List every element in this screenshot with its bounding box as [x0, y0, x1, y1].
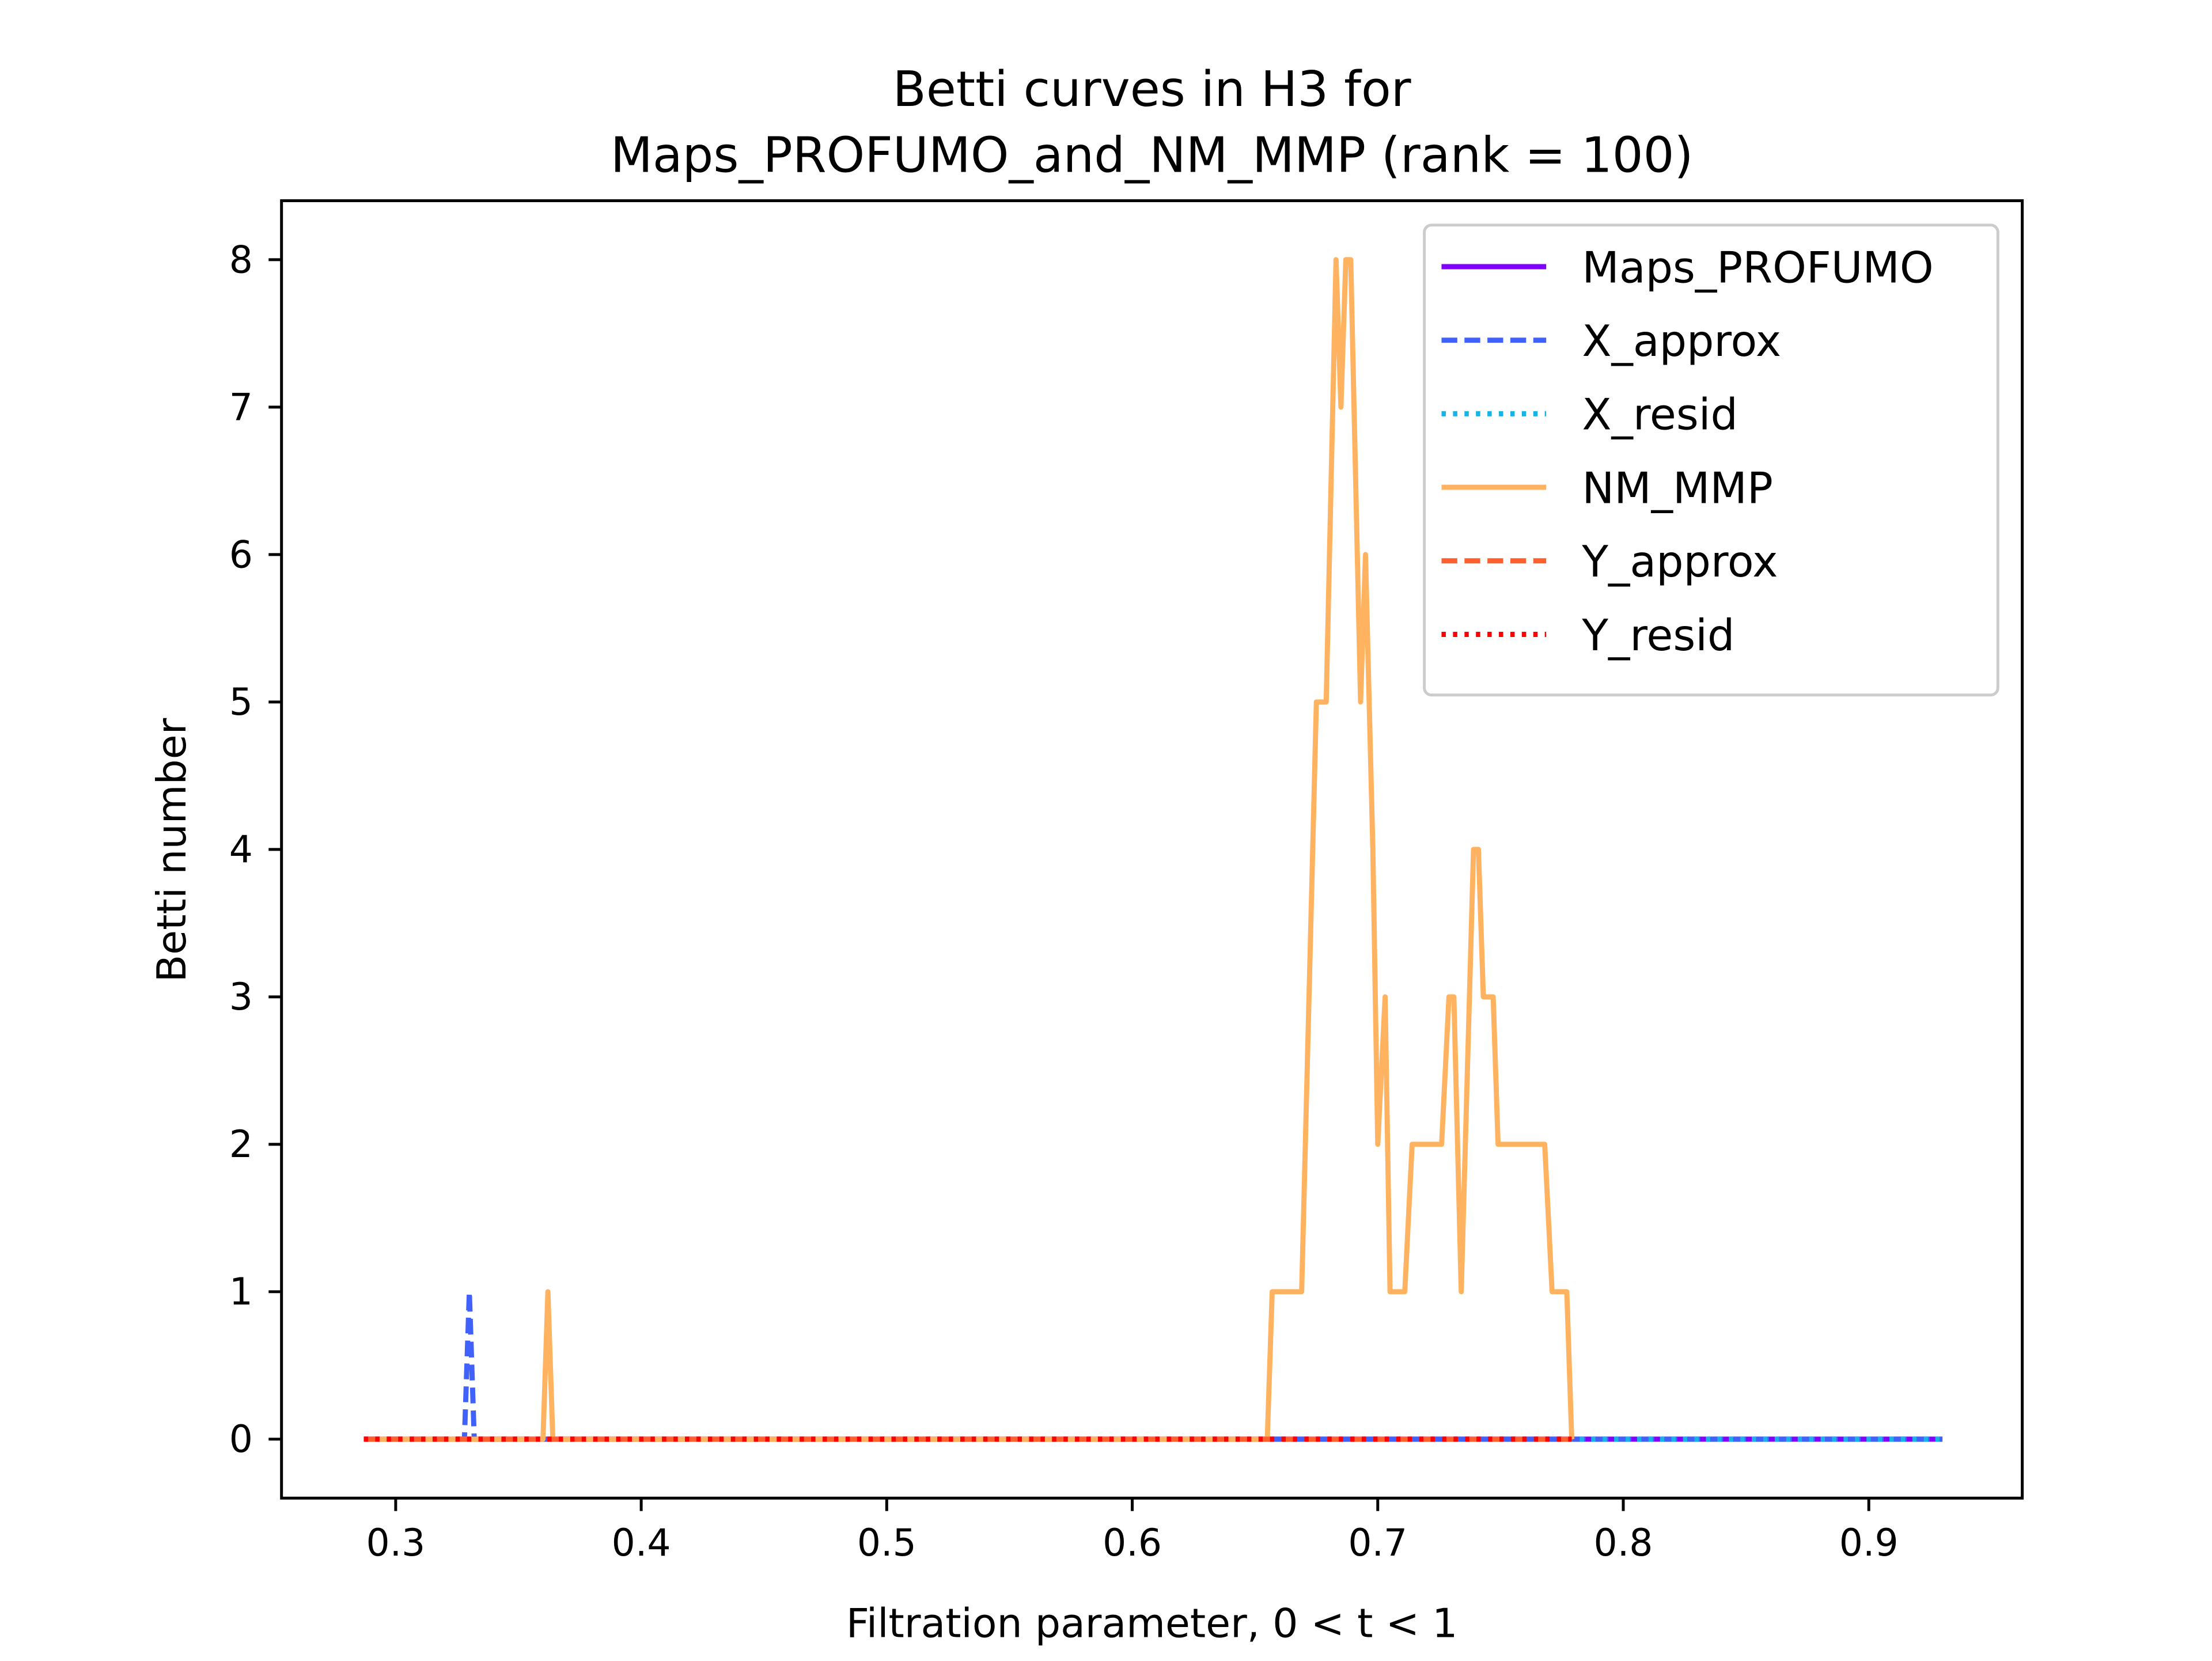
y-tick-label: 6 [229, 533, 253, 577]
y-tick-label: 8 [229, 238, 253, 282]
legend-label: NM_MMP [1582, 463, 1772, 513]
y-tick-label: 3 [229, 976, 253, 1019]
legend-label: X_approx [1582, 316, 1781, 366]
y-tick-label: 7 [229, 386, 253, 429]
chart-title: Maps_PROFUMO_and_NM_MMP (rank = 100) [611, 127, 1694, 184]
y-tick-label: 2 [229, 1123, 253, 1166]
y-tick-label: 4 [229, 828, 253, 871]
legend-label: Maps_PROFUMO [1582, 242, 1933, 293]
y-axis-label: Betti number [149, 718, 195, 982]
x-tick-label: 0.8 [1594, 1522, 1653, 1565]
y-tick-label: 0 [229, 1418, 253, 1461]
legend: Maps_PROFUMO X_approx X_resid NM_MMP Y_appro… [1423, 223, 1999, 697]
x-tick-label: 0.3 [366, 1522, 425, 1565]
plot-frame [280, 199, 2024, 1500]
y-tick-label: 1 [229, 1271, 253, 1314]
chart-title: Betti curves in H3 for [893, 60, 1411, 117]
y-tick-label: 5 [229, 681, 253, 724]
legend-box [1423, 223, 1999, 697]
legend-label: Y_resid [1581, 610, 1734, 661]
x-tick-label: 0.6 [1103, 1522, 1162, 1565]
x-tick-label: 0.9 [1839, 1522, 1899, 1565]
x-tick-label: 0.5 [857, 1522, 916, 1565]
x-tick-label: 0.7 [1348, 1522, 1407, 1565]
x-tick-label: 0.4 [612, 1522, 671, 1565]
x-axis-label: Filtration parameter, 0 < t < 1 [846, 1601, 1458, 1647]
series-line [363, 257, 1574, 1442]
legend-label: Y_approx [1581, 537, 1778, 587]
legend-label: X_resid [1582, 390, 1737, 440]
